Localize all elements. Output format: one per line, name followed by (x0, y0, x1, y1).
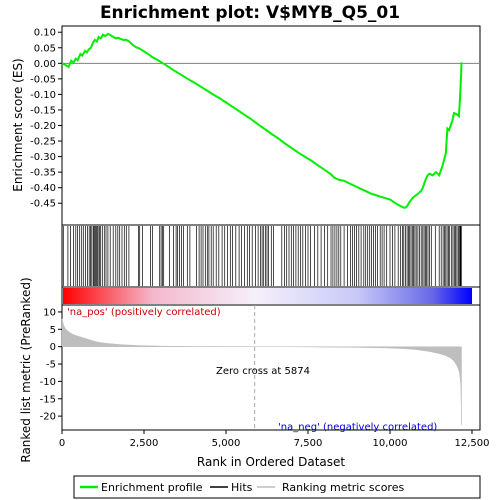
es-y-tick-label: 0.10 (34, 28, 56, 39)
zero-cross-annotation: Zero cross at 5874 (216, 366, 310, 377)
es-y-tick-label: -0.30 (30, 152, 56, 163)
metric-y-tick-label: -15 (40, 394, 56, 405)
metric-panel: 10 5 0 -5 -10 -15 -20 0 2,500 5,000 7,500 10,000 12… (19, 277, 490, 469)
legend-enrichment-label: Enrichment profile (101, 481, 203, 494)
hits-panel (61, 224, 481, 288)
x-tick-label: 2,500 (130, 438, 159, 449)
legend-hits-label: Hits (231, 481, 253, 494)
es-y-tick-label: -0.15 (30, 105, 56, 116)
metric-y-axis: 10 5 0 -5 -10 -15 -20 (40, 307, 62, 423)
metric-y-tick-label: -20 (40, 412, 56, 423)
metric-y-tick-label: 5 (50, 325, 56, 336)
es-y-tick-label: -0.10 (30, 90, 56, 101)
rank-color-bar (61, 286, 481, 306)
es-y-tick-label: -0.45 (30, 199, 56, 210)
es-panel-frame (61, 25, 481, 226)
metric-y-tick-label: 10 (43, 307, 56, 318)
x-tick-label: 7,500 (294, 438, 323, 449)
chart-title: Enrichment plot: V$MYB_Q5_01 (100, 3, 400, 23)
legend-metric-label: Ranking metric scores (282, 481, 404, 494)
positive-annotation: 'na_pos' (positively correlated) (67, 307, 221, 318)
metric-y-tick-label: -5 (46, 360, 56, 371)
es-y-tick-label: -0.35 (30, 168, 56, 179)
negative-annotation: 'na_neg' (negatively correlated) (278, 422, 437, 433)
rank-gradient (63, 288, 472, 304)
es-panel: 0.10 0.05 0.00 -0.05 -0.10 -0.15 -0.20 -0.25 -0.… (11, 25, 481, 226)
metric-y-tick-label: 0 (50, 342, 56, 353)
metric-y-tick-label: -10 (40, 377, 56, 388)
es-y-tick-label: -0.20 (30, 121, 56, 132)
metric-y-axis-label: Ranked list metric (PreRanked) (19, 277, 33, 462)
es-y-tick-label: -0.25 (30, 137, 56, 148)
es-y-axis-label: Enrichment score (ES) (11, 58, 25, 191)
legend-frame (73, 475, 481, 499)
ranking-metric-area (61, 318, 462, 425)
es-y-tick-label: -0.05 (30, 74, 56, 85)
enrichment-profile-line (61, 32, 463, 210)
x-tick-label: 12,500 (455, 438, 490, 449)
x-axis: 0 2,500 5,000 7,500 10,000 12,500 (59, 430, 490, 449)
metric-panel-frame (61, 304, 481, 431)
x-tick-label: 5,000 (212, 438, 241, 449)
x-axis-label: Rank in Ordered Dataset (197, 455, 345, 469)
hit-markers (62, 226, 462, 286)
x-tick-label: 0 (59, 438, 65, 449)
es-y-tick-label: -0.40 (30, 183, 56, 194)
legend: Enrichment profile Hits Ranking metric s… (73, 475, 481, 499)
es-y-axis: 0.10 0.05 0.00 -0.05 -0.10 -0.15 -0.20 -0.25 -0.… (30, 28, 62, 210)
x-tick-label: 10,000 (373, 438, 408, 449)
es-y-tick-label: 0.05 (34, 43, 56, 54)
es-y-tick-label: 0.00 (34, 59, 56, 70)
